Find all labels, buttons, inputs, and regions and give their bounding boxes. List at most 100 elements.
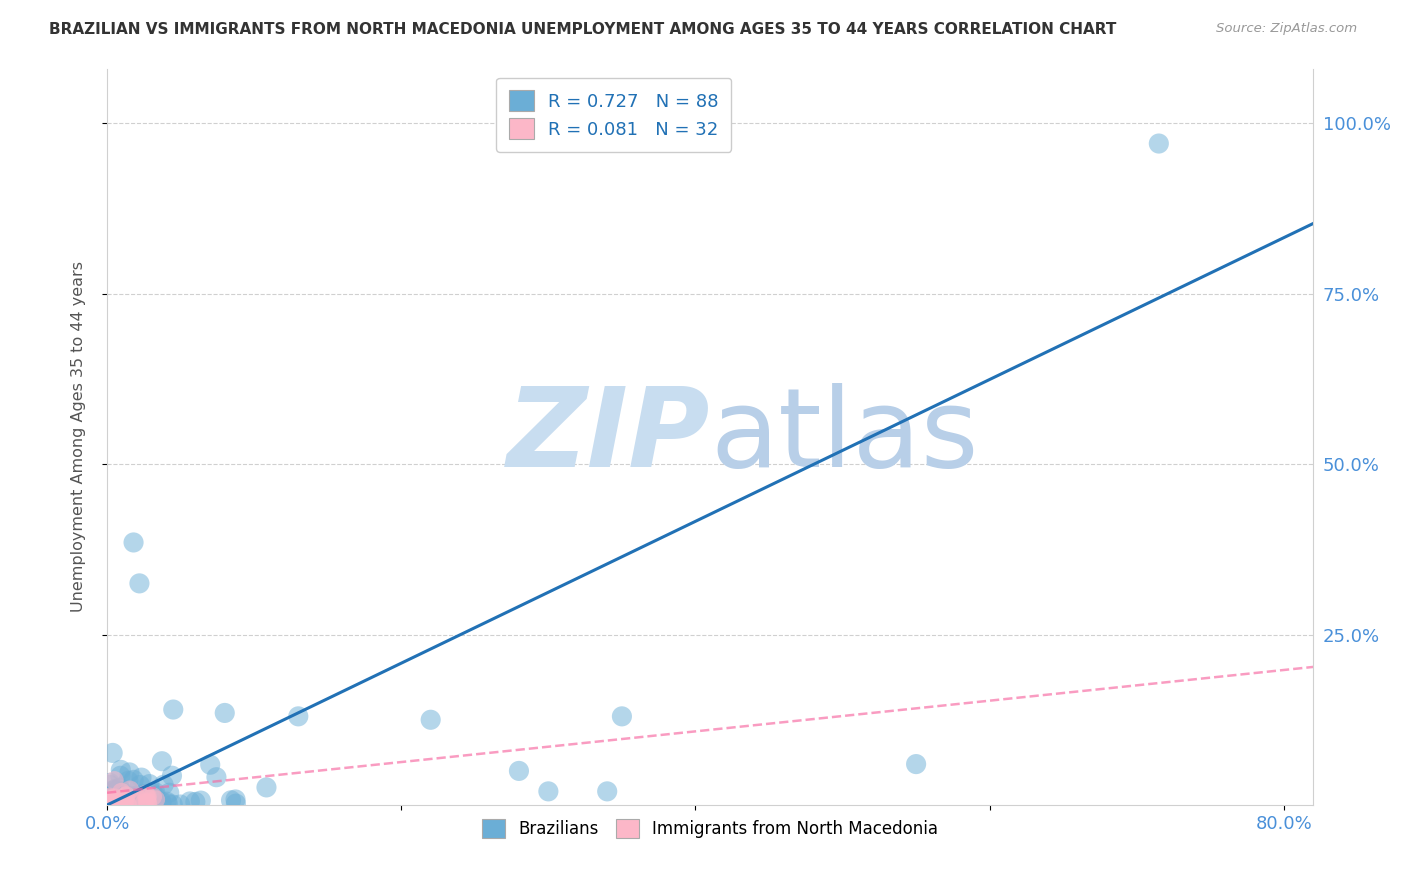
Point	[122, 772, 145, 787]
Point	[150, 795, 173, 809]
Point	[136, 793, 159, 807]
Text: atlas: atlas	[710, 384, 979, 491]
Text: BRAZILIAN VS IMMIGRANTS FROM NORTH MACEDONIA UNEMPLOYMENT AMONG AGES 35 TO 44 YE: BRAZILIAN VS IMMIGRANTS FROM NORTH MACED…	[49, 22, 1116, 37]
Point	[537, 784, 560, 798]
Point	[124, 795, 146, 809]
Point	[96, 792, 118, 806]
Point	[107, 797, 129, 811]
Point	[596, 784, 619, 798]
Point	[125, 790, 148, 805]
Point	[110, 795, 132, 809]
Point	[112, 793, 135, 807]
Point	[101, 746, 124, 760]
Point	[117, 773, 139, 788]
Point	[111, 784, 134, 798]
Point	[98, 776, 121, 790]
Point	[104, 782, 127, 797]
Point	[101, 797, 124, 811]
Point	[131, 771, 153, 785]
Point	[256, 780, 278, 795]
Point	[110, 769, 132, 783]
Point	[129, 778, 152, 792]
Point	[132, 796, 155, 810]
Point	[179, 794, 201, 808]
Point	[225, 797, 247, 811]
Point	[128, 576, 150, 591]
Point	[905, 757, 928, 772]
Point	[184, 795, 207, 809]
Text: Source: ZipAtlas.com: Source: ZipAtlas.com	[1216, 22, 1357, 36]
Point	[156, 797, 179, 811]
Point	[136, 791, 159, 805]
Point	[97, 791, 120, 805]
Point	[103, 789, 125, 804]
Point	[131, 795, 153, 809]
Point	[225, 792, 247, 806]
Point	[108, 794, 131, 808]
Point	[129, 789, 152, 804]
Point	[122, 793, 145, 807]
Point	[114, 797, 136, 812]
Legend: Brazilians, Immigrants from North Macedonia: Brazilians, Immigrants from North Macedo…	[475, 812, 945, 845]
Point	[287, 709, 309, 723]
Y-axis label: Unemployment Among Ages 35 to 44 years: Unemployment Among Ages 35 to 44 years	[72, 261, 86, 612]
Point	[100, 796, 122, 810]
Point	[157, 786, 180, 800]
Point	[162, 702, 184, 716]
Point	[108, 796, 131, 810]
Point	[122, 535, 145, 549]
Point	[97, 787, 120, 801]
Point	[132, 787, 155, 801]
Point	[108, 780, 131, 795]
Point	[98, 797, 121, 811]
Point	[136, 796, 159, 810]
Point	[101, 795, 124, 809]
Point	[104, 795, 127, 809]
Point	[110, 789, 132, 804]
Point	[110, 789, 132, 804]
Point	[150, 754, 173, 768]
Point	[101, 792, 124, 806]
Point	[118, 765, 141, 780]
Point	[103, 773, 125, 788]
Point	[214, 706, 236, 720]
Point	[1147, 136, 1170, 151]
Point	[104, 797, 127, 811]
Point	[143, 785, 166, 799]
Point	[98, 778, 121, 792]
Point	[142, 789, 165, 804]
Point	[110, 763, 132, 777]
Point	[115, 797, 138, 811]
Point	[143, 789, 166, 803]
Point	[114, 796, 136, 810]
Point	[100, 794, 122, 808]
Point	[162, 797, 184, 812]
Point	[190, 794, 212, 808]
Point	[205, 770, 228, 784]
Point	[160, 769, 183, 783]
Point	[96, 797, 118, 812]
Point	[103, 793, 125, 807]
Point	[141, 786, 163, 800]
Point	[121, 789, 143, 804]
Point	[114, 792, 136, 806]
Point	[125, 789, 148, 803]
Point	[122, 793, 145, 807]
Point	[136, 795, 159, 809]
Point	[156, 795, 179, 809]
Point	[104, 786, 127, 800]
Point	[98, 784, 121, 798]
Point	[104, 797, 127, 812]
Point	[138, 777, 160, 791]
Point	[103, 790, 125, 805]
Point	[103, 789, 125, 803]
Point	[97, 791, 120, 805]
Point	[219, 793, 242, 807]
Point	[112, 796, 135, 810]
Point	[134, 796, 156, 810]
Point	[145, 792, 167, 806]
Point	[150, 797, 173, 811]
Point	[104, 786, 127, 800]
Point	[117, 791, 139, 805]
Point	[200, 757, 222, 772]
